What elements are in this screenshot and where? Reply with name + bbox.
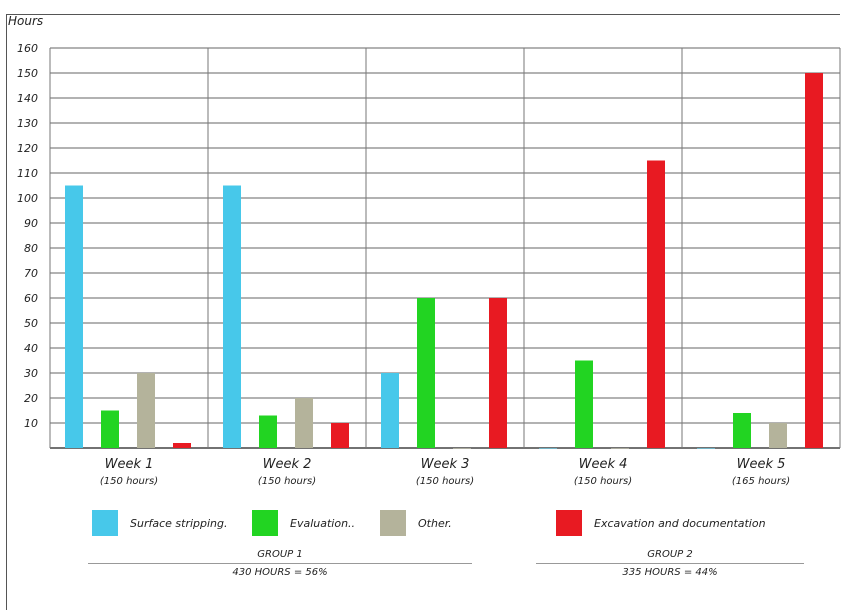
y-tick-label: 10 — [24, 417, 38, 430]
group-title: GROUP 2 — [647, 549, 693, 560]
bar — [173, 443, 191, 448]
bar — [259, 415, 277, 448]
legend-item-other: Other. — [380, 510, 452, 536]
group-total: 335 HOURS = 44% — [622, 567, 718, 578]
y-tick-label: 60 — [24, 292, 38, 305]
bar — [381, 373, 399, 448]
bar — [489, 298, 507, 448]
bar — [611, 448, 629, 449]
group-total: 430 HOURS = 56% — [232, 567, 328, 578]
bar — [223, 185, 241, 448]
x-tick-label: Week 1 — [105, 457, 154, 472]
bar — [575, 360, 593, 448]
legend-label: Surface stripping. — [130, 516, 228, 530]
bar — [697, 448, 715, 449]
x-tick-label: Week 5 — [737, 457, 786, 472]
y-tick-label: 70 — [24, 267, 38, 280]
y-tick-label: 80 — [24, 242, 38, 255]
legend-label: Other. — [418, 516, 452, 530]
x-tick-label: Week 4 — [579, 457, 628, 472]
group-title: GROUP 1 — [257, 549, 303, 560]
y-tick-label: 150 — [17, 67, 38, 80]
x-tick-sublabel: (165 hours) — [732, 476, 790, 487]
legend-swatch — [252, 510, 278, 536]
bar — [805, 73, 823, 448]
x-tick-sublabel: (150 hours) — [258, 476, 316, 487]
bar — [417, 298, 435, 448]
chart-frame — [6, 14, 840, 610]
bar — [769, 423, 787, 448]
bar — [101, 410, 119, 448]
legend-item-evaluation: Evaluation.. — [252, 510, 355, 536]
group-1-summary: GROUP 1 430 HOURS = 56% — [88, 549, 472, 578]
bar — [647, 160, 665, 448]
legend-label: Evaluation.. — [290, 516, 356, 530]
y-tick-label: 160 — [17, 42, 38, 55]
bar — [331, 423, 349, 448]
y-tick-label: 140 — [17, 92, 38, 105]
bar — [295, 398, 313, 448]
legend-label: Excavation and documentation — [594, 516, 766, 530]
bar — [453, 448, 471, 449]
group-2-summary: GROUP 2 335 HOURS = 44% — [536, 549, 804, 578]
y-tick-label: 130 — [17, 117, 38, 130]
bar — [137, 373, 155, 448]
y-axis-title: Hours — [8, 14, 43, 28]
bar — [539, 448, 557, 449]
group-divider — [536, 563, 804, 564]
legend-swatch — [380, 510, 406, 536]
y-tick-label: 90 — [24, 217, 38, 230]
group-divider — [88, 563, 472, 564]
y-tick-label: 30 — [24, 367, 38, 380]
x-tick-sublabel: (150 hours) — [574, 476, 632, 487]
x-tick-label: Week 3 — [421, 457, 470, 472]
y-tick-label: 20 — [24, 392, 38, 405]
y-tick-label: 120 — [17, 142, 38, 155]
y-tick-label: 40 — [24, 342, 38, 355]
bar — [65, 185, 83, 448]
y-tick-label: 100 — [17, 192, 38, 205]
legend-item-surface-stripping: Surface stripping. — [92, 510, 228, 536]
legend-item-excavation: Excavation and documentation — [556, 510, 766, 536]
y-tick-label: 110 — [17, 167, 38, 180]
y-tick-label: 50 — [24, 317, 38, 330]
bar — [733, 413, 751, 448]
x-tick-sublabel: (150 hours) — [416, 476, 474, 487]
x-tick-sublabel: (150 hours) — [100, 476, 158, 487]
legend-swatch — [556, 510, 582, 536]
legend-swatch — [92, 510, 118, 536]
x-tick-label: Week 2 — [263, 457, 312, 472]
